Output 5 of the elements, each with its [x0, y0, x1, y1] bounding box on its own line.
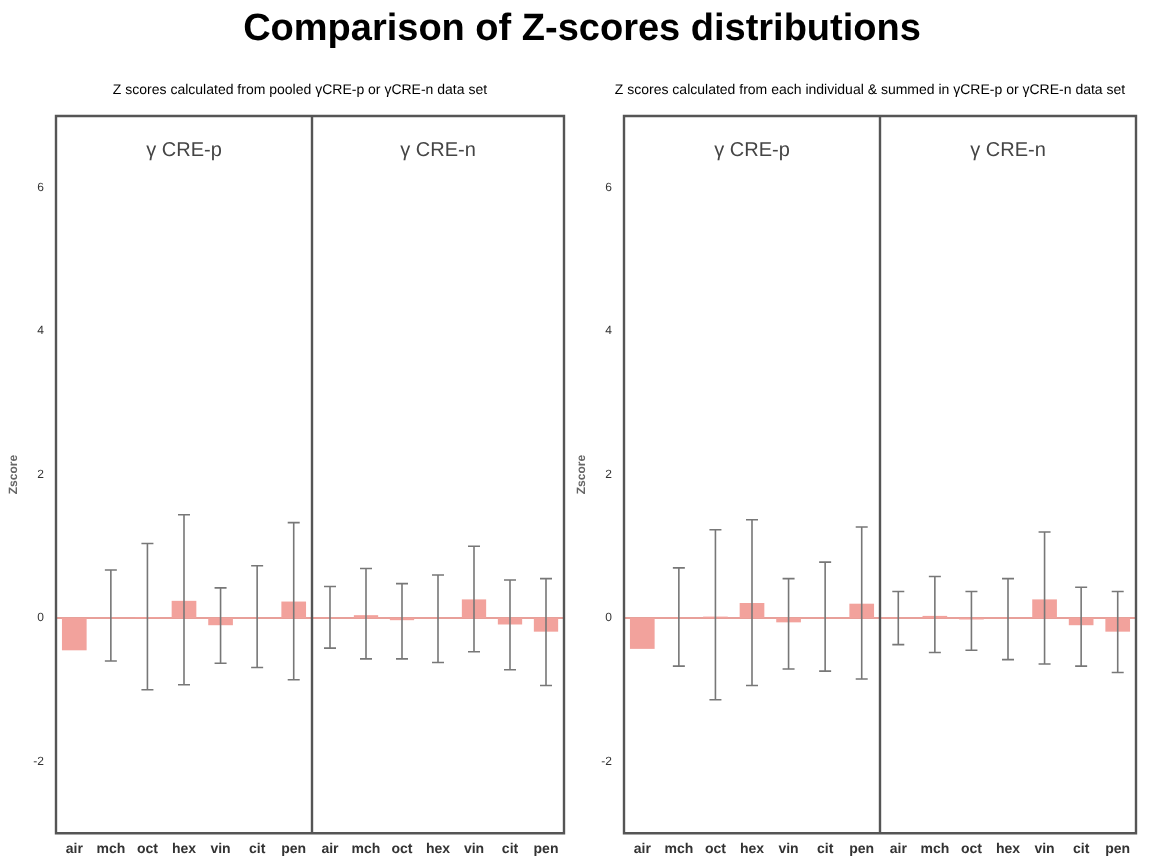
annotation: γ CRE-p: [714, 139, 791, 162]
text: Comparison of Z-scores distributions: [241, 8, 923, 52]
annotation: γ CRE-n: [400, 139, 476, 162]
annotation: γ CRE-n: [970, 139, 1046, 162]
annotation: γ CRE-p: [146, 139, 223, 162]
